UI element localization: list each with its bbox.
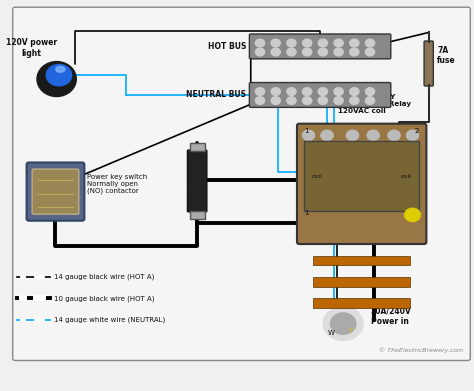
Text: HOT BUS: HOT BUS (208, 42, 246, 51)
Circle shape (406, 130, 419, 141)
Circle shape (365, 88, 374, 95)
Text: 1: 1 (304, 127, 309, 134)
Ellipse shape (46, 65, 72, 86)
Text: Y: Y (348, 328, 352, 334)
Circle shape (334, 97, 343, 104)
Circle shape (318, 88, 328, 95)
Bar (190, 143, 205, 151)
Circle shape (318, 39, 328, 47)
Text: POWER IN RELAY
30A/250VAC DPDT Relay
120VAC coil: POWER IN RELAY 30A/250VAC DPDT Relay 120… (312, 94, 411, 114)
Circle shape (271, 48, 280, 56)
Text: 14 gauge black wire (HOT A): 14 gauge black wire (HOT A) (55, 274, 155, 280)
Circle shape (388, 130, 401, 141)
Circle shape (255, 88, 264, 95)
FancyBboxPatch shape (27, 163, 84, 221)
Circle shape (346, 130, 359, 141)
Circle shape (302, 97, 312, 104)
Text: 10 gauge black wire (HOT A): 10 gauge black wire (HOT A) (55, 295, 155, 301)
Circle shape (302, 130, 315, 141)
Circle shape (271, 97, 280, 104)
Circle shape (350, 88, 359, 95)
Circle shape (365, 97, 374, 104)
Text: coil: coil (401, 174, 412, 179)
Text: coil: coil (311, 174, 322, 179)
Circle shape (350, 48, 359, 56)
Circle shape (367, 130, 380, 141)
Bar (313, 298, 410, 308)
Text: 120V power
light: 120V power light (6, 38, 57, 58)
Text: W: W (328, 330, 335, 336)
Circle shape (271, 88, 280, 95)
Circle shape (255, 97, 264, 104)
Text: NEUTRAL BUS: NEUTRAL BUS (186, 90, 246, 99)
Circle shape (287, 88, 296, 95)
FancyBboxPatch shape (13, 7, 470, 361)
Bar (190, 211, 205, 219)
Circle shape (287, 48, 296, 56)
Circle shape (318, 97, 328, 104)
Text: 30A/240V
Power in: 30A/240V Power in (371, 306, 412, 326)
Ellipse shape (330, 313, 356, 334)
FancyBboxPatch shape (32, 169, 79, 214)
Ellipse shape (37, 61, 76, 97)
Ellipse shape (324, 307, 363, 340)
Circle shape (302, 88, 312, 95)
Circle shape (302, 48, 312, 56)
Bar (304, 141, 419, 211)
Text: 2: 2 (415, 127, 419, 134)
Circle shape (302, 39, 312, 47)
FancyBboxPatch shape (249, 83, 391, 108)
FancyBboxPatch shape (187, 150, 207, 212)
Text: Power key switch
Normally open
(NO) contactor: Power key switch Normally open (NO) cont… (87, 174, 147, 194)
Circle shape (320, 130, 334, 141)
Circle shape (404, 208, 421, 222)
Ellipse shape (56, 66, 65, 72)
Text: 50A
shunt: 50A shunt (185, 171, 210, 191)
Text: 14 gauge white wire (NEUTRAL): 14 gauge white wire (NEUTRAL) (55, 316, 165, 323)
Text: 1: 1 (304, 210, 309, 216)
Circle shape (318, 48, 328, 56)
FancyBboxPatch shape (297, 124, 427, 244)
Circle shape (287, 39, 296, 47)
Circle shape (334, 39, 343, 47)
FancyBboxPatch shape (424, 41, 433, 86)
Text: © TheElectricBrewery.com: © TheElectricBrewery.com (379, 347, 464, 353)
Circle shape (271, 39, 280, 47)
Circle shape (255, 48, 264, 56)
Circle shape (334, 88, 343, 95)
Circle shape (334, 48, 343, 56)
Circle shape (287, 97, 296, 104)
Bar (313, 256, 410, 265)
Circle shape (350, 39, 359, 47)
Circle shape (255, 39, 264, 47)
Circle shape (365, 39, 374, 47)
Circle shape (365, 48, 374, 56)
Bar (313, 277, 410, 287)
Text: 2: 2 (415, 210, 419, 216)
Circle shape (350, 97, 359, 104)
FancyBboxPatch shape (249, 34, 391, 59)
Text: 7A
fuse: 7A fuse (437, 46, 456, 65)
